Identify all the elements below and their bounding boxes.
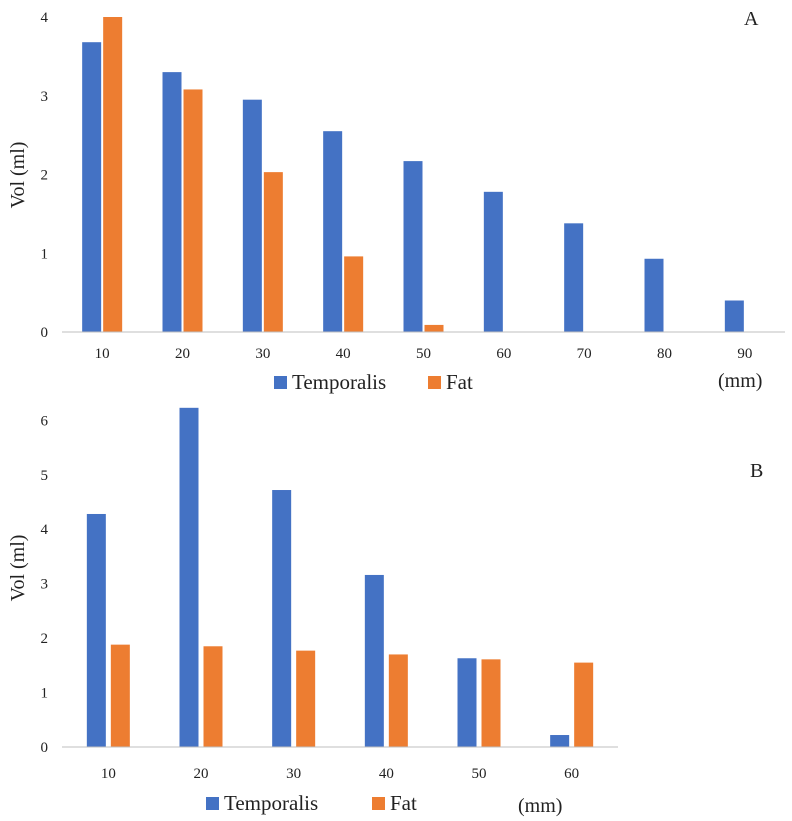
panel-b-bar-temporalis-30	[272, 490, 292, 747]
panel-a-x-unit: (mm)	[718, 370, 762, 392]
panel-a-bar-temporalis-50	[403, 161, 423, 332]
panel-b-bar-temporalis-40	[364, 574, 384, 747]
panel-b-y-tick-label: 0	[41, 740, 49, 756]
panel-a-bar-temporalis-90	[724, 300, 744, 332]
panel-a-bar-temporalis-10	[82, 42, 102, 332]
panel-a-bar-temporalis-30	[242, 99, 262, 332]
panel-a-legend-swatch-fat	[428, 376, 441, 389]
panel-a-y-tick-label: 0	[41, 325, 49, 341]
panel-a-x-tick-label: 30	[255, 346, 270, 362]
panel-a-y-ticks: 0 1 2 3 4	[41, 10, 49, 341]
panel-b-bar-fat-20	[203, 646, 223, 747]
panel-b-x-tick-label: 10	[101, 766, 116, 782]
panel-a-legend-label-temporalis: Temporalis	[292, 370, 386, 394]
panel-a-legend-swatch-temporalis	[274, 376, 287, 389]
panel-b-legend-swatch-fat	[372, 797, 385, 810]
panel-b-y-tick-label: 4	[41, 522, 49, 538]
panel-a-y-axis-label: Vol (ml)	[7, 142, 29, 209]
panel-a-bar-fat-50	[424, 324, 444, 332]
panel-a-bar-fat-20	[183, 89, 203, 332]
panel-b-y-tick-label: 1	[41, 686, 49, 702]
panel-a-letter: A	[744, 8, 759, 30]
panel-b-y-tick-label: 5	[41, 468, 49, 484]
panel-b-bar-temporalis-10	[86, 513, 106, 747]
panel-b-bars	[86, 407, 594, 747]
panel-a-bar-fat-40	[344, 256, 364, 332]
panel-b-y-tick-label: 3	[41, 577, 49, 593]
panel-a-bar-temporalis-20	[162, 72, 182, 332]
panel-a-y-tick-label: 1	[41, 246, 49, 262]
panel-a-x-ticks: 10 20 30 40 50 60 70 80 90	[95, 346, 753, 362]
panel-a-legend-label-fat: Fat	[446, 370, 473, 394]
panel-b-letter: B	[750, 460, 763, 482]
panel-a-x-tick-label: 90	[737, 346, 752, 362]
panel-a-x-tick-label: 70	[577, 346, 592, 362]
panel-a-bar-temporalis-60	[483, 191, 503, 332]
panel-a-legend: Temporalis Fat	[274, 370, 473, 394]
panel-a-bars	[82, 17, 744, 332]
panel-a-bar-fat-10	[103, 17, 123, 332]
panel-b-bar-fat-10	[110, 644, 130, 747]
panel-a-bar-temporalis-40	[323, 131, 343, 332]
panel-a-y-tick-label: 3	[41, 89, 49, 105]
panel-b-legend-swatch-temporalis	[206, 797, 219, 810]
panel-a-bar-temporalis-80	[644, 258, 664, 332]
panel-b-x-tick-label: 30	[286, 766, 301, 782]
chart-panel-a: A Vol (ml) 0 1 2 3 4 10 20 30 40 50 60 70 80 90 Temp…	[7, 8, 785, 394]
panel-a-y-tick-label: 2	[41, 168, 49, 184]
panel-a-x-tick-label: 10	[95, 346, 110, 362]
panel-b-y-tick-label: 2	[41, 631, 49, 647]
panel-b-bar-fat-30	[296, 650, 316, 747]
panel-b-y-axis-label: Vol (ml)	[7, 535, 29, 602]
panel-a-bar-temporalis-70	[564, 223, 584, 332]
panel-b-legend-label-fat: Fat	[390, 791, 417, 815]
panel-b-bar-temporalis-60	[550, 735, 570, 747]
panel-b-x-unit: (mm)	[518, 795, 562, 817]
panel-b-bar-temporalis-50	[457, 658, 477, 747]
panel-b-x-tick-label: 20	[194, 766, 209, 782]
panel-b-x-tick-label: 50	[472, 766, 487, 782]
panel-b-y-tick-label: 6	[41, 413, 49, 429]
panel-a-x-tick-label: 40	[336, 346, 351, 362]
panel-b-bar-fat-60	[574, 662, 594, 747]
panel-b-bar-fat-50	[481, 659, 501, 747]
panel-a-x-tick-label: 50	[416, 346, 431, 362]
panel-b-x-ticks: 10 20 30 40 50 60	[101, 766, 579, 782]
panel-b-x-tick-label: 40	[379, 766, 394, 782]
panel-b-legend: Temporalis Fat	[206, 791, 417, 815]
panel-a-y-tick-label: 4	[41, 10, 49, 26]
panel-a-x-tick-label: 80	[657, 346, 672, 362]
panel-a-bar-fat-30	[263, 172, 283, 332]
panel-b-legend-label-temporalis: Temporalis	[224, 791, 318, 815]
panel-a-x-tick-label: 20	[175, 346, 190, 362]
panel-b-x-tick-label: 60	[564, 766, 579, 782]
chart-panel-b: B Vol (ml) 0 1 2 3 4 5 6 10 20 30 40 50 60 Temporal…	[7, 407, 763, 817]
panel-b-bar-temporalis-20	[179, 407, 199, 747]
panel-a-x-tick-label: 60	[496, 346, 511, 362]
panel-b-bar-fat-40	[388, 654, 408, 747]
panel-b-y-ticks: 0 1 2 3 4 5 6	[41, 413, 49, 756]
